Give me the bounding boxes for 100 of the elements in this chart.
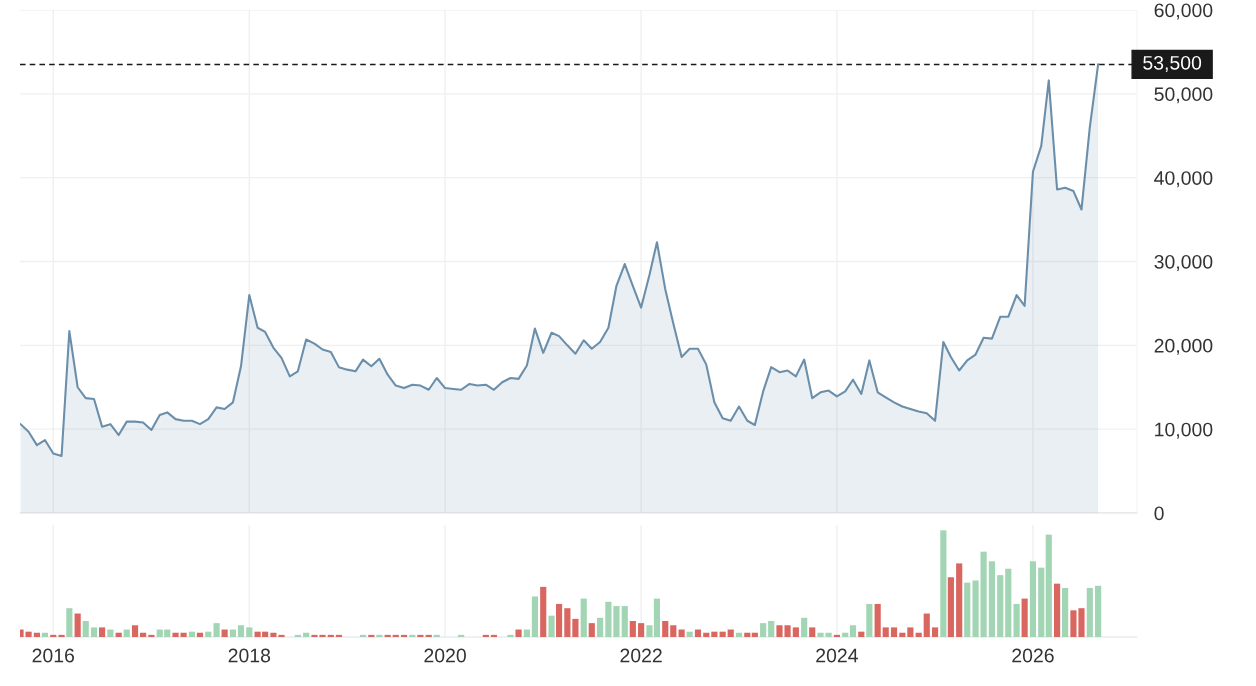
bar bbox=[1095, 585, 1102, 637]
bar bbox=[213, 623, 220, 637]
bar bbox=[458, 634, 465, 637]
bar bbox=[564, 608, 571, 637]
bar bbox=[66, 608, 73, 637]
bar bbox=[751, 632, 758, 637]
bar bbox=[523, 629, 530, 637]
bar bbox=[50, 634, 57, 637]
bar bbox=[980, 551, 987, 637]
bar bbox=[1029, 561, 1037, 637]
bar bbox=[531, 596, 538, 637]
bar bbox=[196, 632, 204, 637]
bar bbox=[874, 603, 881, 637]
bar bbox=[409, 634, 416, 637]
bar bbox=[597, 617, 604, 637]
bar bbox=[74, 613, 81, 637]
bar bbox=[140, 632, 147, 637]
x-tick-label: 2016 bbox=[32, 648, 75, 663]
bar bbox=[711, 631, 718, 637]
x-tick-label: 2026 bbox=[1012, 648, 1054, 663]
bar bbox=[825, 632, 832, 637]
bar bbox=[180, 632, 187, 637]
bar bbox=[931, 627, 939, 637]
bar bbox=[41, 632, 49, 637]
bar bbox=[229, 629, 237, 637]
x-tick-label: 2018 bbox=[228, 648, 271, 663]
bar bbox=[605, 601, 612, 637]
bar bbox=[899, 632, 906, 637]
bar bbox=[482, 634, 489, 637]
bar bbox=[572, 618, 579, 637]
bar bbox=[613, 606, 620, 637]
bar bbox=[833, 634, 840, 637]
bar bbox=[801, 617, 808, 637]
bar bbox=[964, 582, 971, 637]
bar bbox=[294, 634, 301, 637]
x-tick-label: 2020 bbox=[424, 648, 466, 663]
bar bbox=[417, 634, 424, 637]
bar bbox=[703, 632, 710, 637]
bar bbox=[809, 627, 816, 637]
bar bbox=[678, 629, 685, 637]
bar bbox=[1086, 587, 1093, 637]
bar bbox=[923, 613, 930, 637]
bar bbox=[842, 632, 849, 637]
bar bbox=[376, 634, 383, 637]
bar bbox=[131, 625, 139, 637]
bar bbox=[98, 627, 106, 637]
bar bbox=[997, 575, 1004, 637]
bar bbox=[686, 631, 693, 637]
bar bbox=[425, 634, 432, 637]
bar bbox=[221, 629, 228, 637]
bar bbox=[988, 561, 995, 637]
bar bbox=[400, 634, 408, 637]
y-tick-label: 60,000 bbox=[1154, 3, 1213, 20]
bar bbox=[817, 632, 824, 637]
bar bbox=[327, 634, 334, 637]
y-tick-label: 50,000 bbox=[1154, 87, 1213, 104]
bar bbox=[858, 631, 865, 637]
bar bbox=[540, 586, 547, 637]
bar bbox=[123, 629, 130, 637]
bar bbox=[507, 634, 514, 637]
bar bbox=[1038, 567, 1045, 637]
bar bbox=[33, 632, 40, 637]
bar bbox=[148, 634, 155, 637]
y-tick-label: 30,000 bbox=[1154, 254, 1213, 272]
bar bbox=[205, 631, 212, 637]
bar bbox=[490, 634, 497, 637]
bar bbox=[1054, 583, 1061, 637]
y-tick-label: 0 bbox=[1154, 506, 1164, 521]
bar bbox=[629, 621, 636, 637]
bar bbox=[588, 623, 595, 637]
bar bbox=[335, 634, 342, 637]
bar bbox=[744, 632, 751, 637]
bar bbox=[727, 629, 734, 637]
bar bbox=[792, 627, 799, 637]
bar bbox=[82, 621, 89, 637]
bar bbox=[662, 621, 669, 637]
x-tick-label: 2022 bbox=[620, 648, 662, 663]
bar bbox=[621, 606, 628, 637]
bar bbox=[392, 634, 399, 637]
bar bbox=[1062, 587, 1069, 637]
bar bbox=[548, 615, 555, 637]
bar bbox=[90, 627, 98, 637]
bar bbox=[849, 625, 857, 637]
bar bbox=[237, 625, 245, 637]
bar bbox=[972, 580, 979, 637]
bar bbox=[1005, 568, 1012, 637]
bar bbox=[359, 634, 367, 637]
x-tick-label: 2024 bbox=[816, 648, 858, 663]
bar bbox=[719, 631, 726, 637]
bar bbox=[303, 632, 310, 637]
bar bbox=[172, 632, 179, 637]
bar bbox=[58, 634, 65, 637]
bar bbox=[384, 634, 391, 637]
bar bbox=[580, 598, 587, 637]
bar bbox=[368, 634, 375, 637]
bar bbox=[866, 603, 873, 637]
bar bbox=[1021, 598, 1028, 637]
bar bbox=[246, 627, 253, 637]
bar bbox=[115, 632, 122, 637]
bar bbox=[735, 632, 743, 637]
